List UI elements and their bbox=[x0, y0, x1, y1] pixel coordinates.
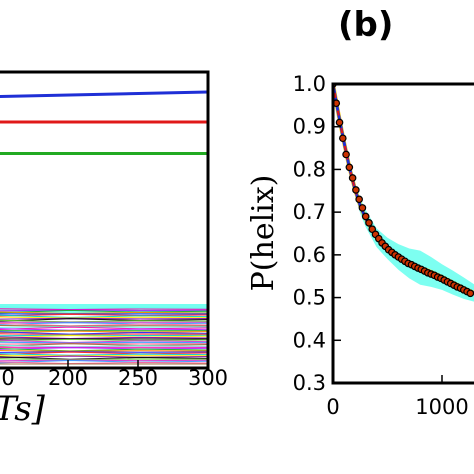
left-band-line-17 bbox=[0, 326, 208, 331]
left-band-line-10 bbox=[0, 318, 208, 322]
left-x-tick-label-3: 300 bbox=[188, 366, 228, 390]
left-series-group bbox=[0, 90, 208, 155]
left-band-line-9 bbox=[0, 317, 208, 320]
left-band-line-35 bbox=[0, 347, 208, 352]
left-band-line-34 bbox=[0, 347, 208, 350]
left-band-line-18 bbox=[0, 328, 208, 331]
left-band-line-39 bbox=[0, 353, 208, 356]
panel-b-plot-area bbox=[333, 84, 474, 302]
panel-b-dashed-line bbox=[333, 84, 474, 295]
left-band-line-25 bbox=[0, 336, 208, 340]
panel-b-y-axis-label: P(helix) bbox=[246, 175, 281, 292]
left-band-line-7 bbox=[0, 314, 208, 319]
left-panel: 0 200 250 300 Ts] bbox=[0, 70, 228, 429]
panel-b-marker-2 bbox=[335, 118, 344, 127]
left-band-line-20 bbox=[0, 330, 208, 334]
left-band-line-24 bbox=[0, 334, 208, 339]
left-band-group bbox=[0, 304, 208, 365]
panel-b-x-tick-label-0: 0 bbox=[326, 395, 339, 419]
left-x-tick-label-1: 200 bbox=[48, 366, 88, 390]
panel-b-marker-5 bbox=[345, 163, 354, 172]
panel-b-y-tick-label-1: 0.9 bbox=[293, 115, 326, 139]
left-band-line-30 bbox=[0, 342, 208, 345]
left-band-line-16 bbox=[0, 326, 208, 329]
left-band-line-43 bbox=[0, 358, 208, 361]
left-band-line-23 bbox=[0, 334, 208, 337]
panel-b-y-tick-label-7: 0.3 bbox=[293, 371, 326, 395]
left-band-line-36 bbox=[0, 349, 208, 352]
left-x-axis-label: Ts] bbox=[0, 389, 46, 429]
left-x-ticks: 0 200 250 300 bbox=[1, 360, 228, 390]
left-series-line-0 bbox=[0, 90, 208, 98]
left-band-line-1 bbox=[0, 308, 208, 311]
left-band-line-22 bbox=[0, 333, 208, 336]
panel-b-y-tick-label-6: 0.4 bbox=[293, 328, 326, 352]
left-band-line-29 bbox=[0, 341, 208, 344]
panel-b-marker-10 bbox=[361, 212, 370, 221]
left-band-line-46 bbox=[0, 361, 208, 365]
left-band-line-38 bbox=[0, 351, 208, 356]
left-band-line-8 bbox=[0, 316, 208, 319]
left-band-line-37 bbox=[0, 351, 208, 354]
panel-b-y-tick-label-4: 0.6 bbox=[293, 243, 326, 267]
left-band-line-6 bbox=[0, 313, 208, 317]
left-band-line-11 bbox=[0, 319, 208, 323]
left-band-line-2 bbox=[0, 309, 208, 312]
left-band-line-45 bbox=[0, 359, 208, 364]
left-band-line-21 bbox=[0, 331, 208, 335]
panel-b-y-tick-label-2: 0.8 bbox=[293, 157, 326, 181]
left-band-line-27 bbox=[0, 338, 208, 342]
panel-b-x-tick-label-1: 1000 bbox=[415, 395, 468, 419]
panel-b-y-tick-label-3: 0.7 bbox=[293, 200, 326, 224]
left-band-line-0 bbox=[0, 306, 208, 310]
left-band-line-42 bbox=[0, 356, 208, 360]
left-band-line-4 bbox=[0, 311, 208, 315]
left-band-line-3 bbox=[0, 309, 208, 314]
panel-b-marker-9 bbox=[358, 204, 367, 212]
panel-b-marker-8 bbox=[355, 195, 363, 204]
panel-b-marker-7 bbox=[352, 186, 360, 194]
left-band-line-28 bbox=[0, 339, 208, 344]
panel-b-marker-42 bbox=[466, 289, 474, 298]
panel-b-label: (b) bbox=[338, 5, 393, 45]
left-band-line-41 bbox=[0, 355, 208, 359]
panel-b-axes-frame bbox=[331, 82, 474, 385]
left-band-line-31 bbox=[0, 343, 208, 347]
left-band-line-14 bbox=[0, 322, 208, 327]
left-band-line-44 bbox=[0, 359, 208, 362]
panel-b-y-tick-label-0: 1.0 bbox=[293, 72, 326, 96]
panel-b-marker-3 bbox=[339, 134, 347, 143]
left-band-line-13 bbox=[0, 322, 208, 325]
panel-b-y-ticks: 1.0 0.9 0.8 0.7 0.6 0.5 0.4 0.3 bbox=[293, 72, 341, 395]
panel-b-marker-4 bbox=[342, 150, 350, 159]
left-x-tick-label-2: 250 bbox=[118, 366, 158, 390]
left-axes-frame bbox=[0, 70, 210, 370]
panel-b-x-ticks: 0 1000 bbox=[326, 375, 469, 419]
left-x-tick-label-0: 0 bbox=[1, 366, 14, 390]
left-band-line-32 bbox=[0, 344, 208, 348]
panel-b-y-tick-label-5: 0.5 bbox=[293, 286, 326, 310]
panel-b-marker-11 bbox=[365, 219, 373, 227]
left-band-line-15 bbox=[0, 324, 208, 327]
panel-b-marker-6 bbox=[348, 174, 357, 182]
